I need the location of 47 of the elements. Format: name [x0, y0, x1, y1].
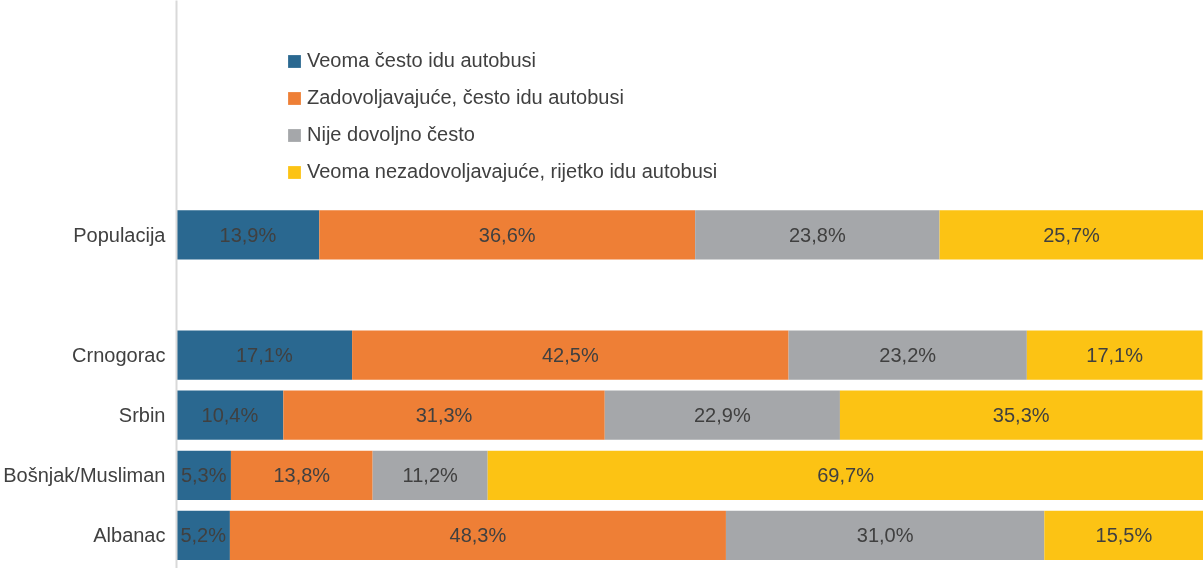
legend-label: Zadovoljavajuće, često idu autobusi [307, 86, 624, 109]
data-label: 25,7% [1043, 223, 1101, 246]
y-tick-label: Populacija [73, 223, 167, 246]
bar [176, 210, 320, 260]
bar [695, 210, 940, 260]
bar [788, 330, 1027, 380]
bar [176, 390, 284, 440]
data-label: 22,9% [694, 404, 751, 427]
data-label: 5,3% [180, 464, 227, 487]
y-tick-label: Srbin [118, 404, 166, 427]
legend-label: Veoma nezadovoljavajuće, rijetko idu autobusi [307, 160, 718, 183]
data-label: 36,6% [478, 223, 536, 246]
data-label: 17,1% [1086, 344, 1144, 367]
bar [1026, 330, 1203, 380]
data-label: 35,3% [992, 404, 1050, 427]
bar [939, 210, 1203, 260]
y-tick-label: Albanac [93, 524, 166, 547]
data-label: 23,2% [879, 344, 937, 367]
y-tick-label: Crnogorac [72, 344, 166, 367]
bar [319, 210, 696, 260]
legend-label: Veoma često idu autobusi [307, 49, 537, 72]
data-label: 13,8% [273, 464, 331, 487]
bar [839, 390, 1203, 440]
data-label: 13,9% [219, 223, 277, 246]
data-label: 48,3% [449, 524, 507, 547]
data-label: 31,3% [415, 404, 473, 427]
data-label: 5,2% [180, 524, 227, 547]
data-label: 10,4% [201, 404, 259, 427]
data-label: 17,1% [235, 344, 293, 367]
data-label: 15,5% [1095, 524, 1153, 547]
bar [487, 450, 1203, 500]
data-label: 23,8% [788, 223, 846, 246]
bar [283, 390, 605, 440]
bar [372, 450, 488, 500]
legend-label: Nije dovoljno često [307, 123, 475, 146]
bar [176, 330, 353, 380]
bar [230, 450, 373, 500]
y-tick-label: Bošnjak/Musliman [3, 464, 166, 487]
data-label: 31,0% [856, 524, 914, 547]
data-label: 42,5% [542, 344, 599, 367]
bar [229, 510, 726, 561]
bar [352, 330, 789, 380]
data-label: 69,7% [817, 464, 875, 487]
bar [1044, 510, 1203, 561]
bar [604, 390, 840, 440]
data-label: 11,2% [402, 464, 458, 487]
bar [725, 510, 1045, 561]
